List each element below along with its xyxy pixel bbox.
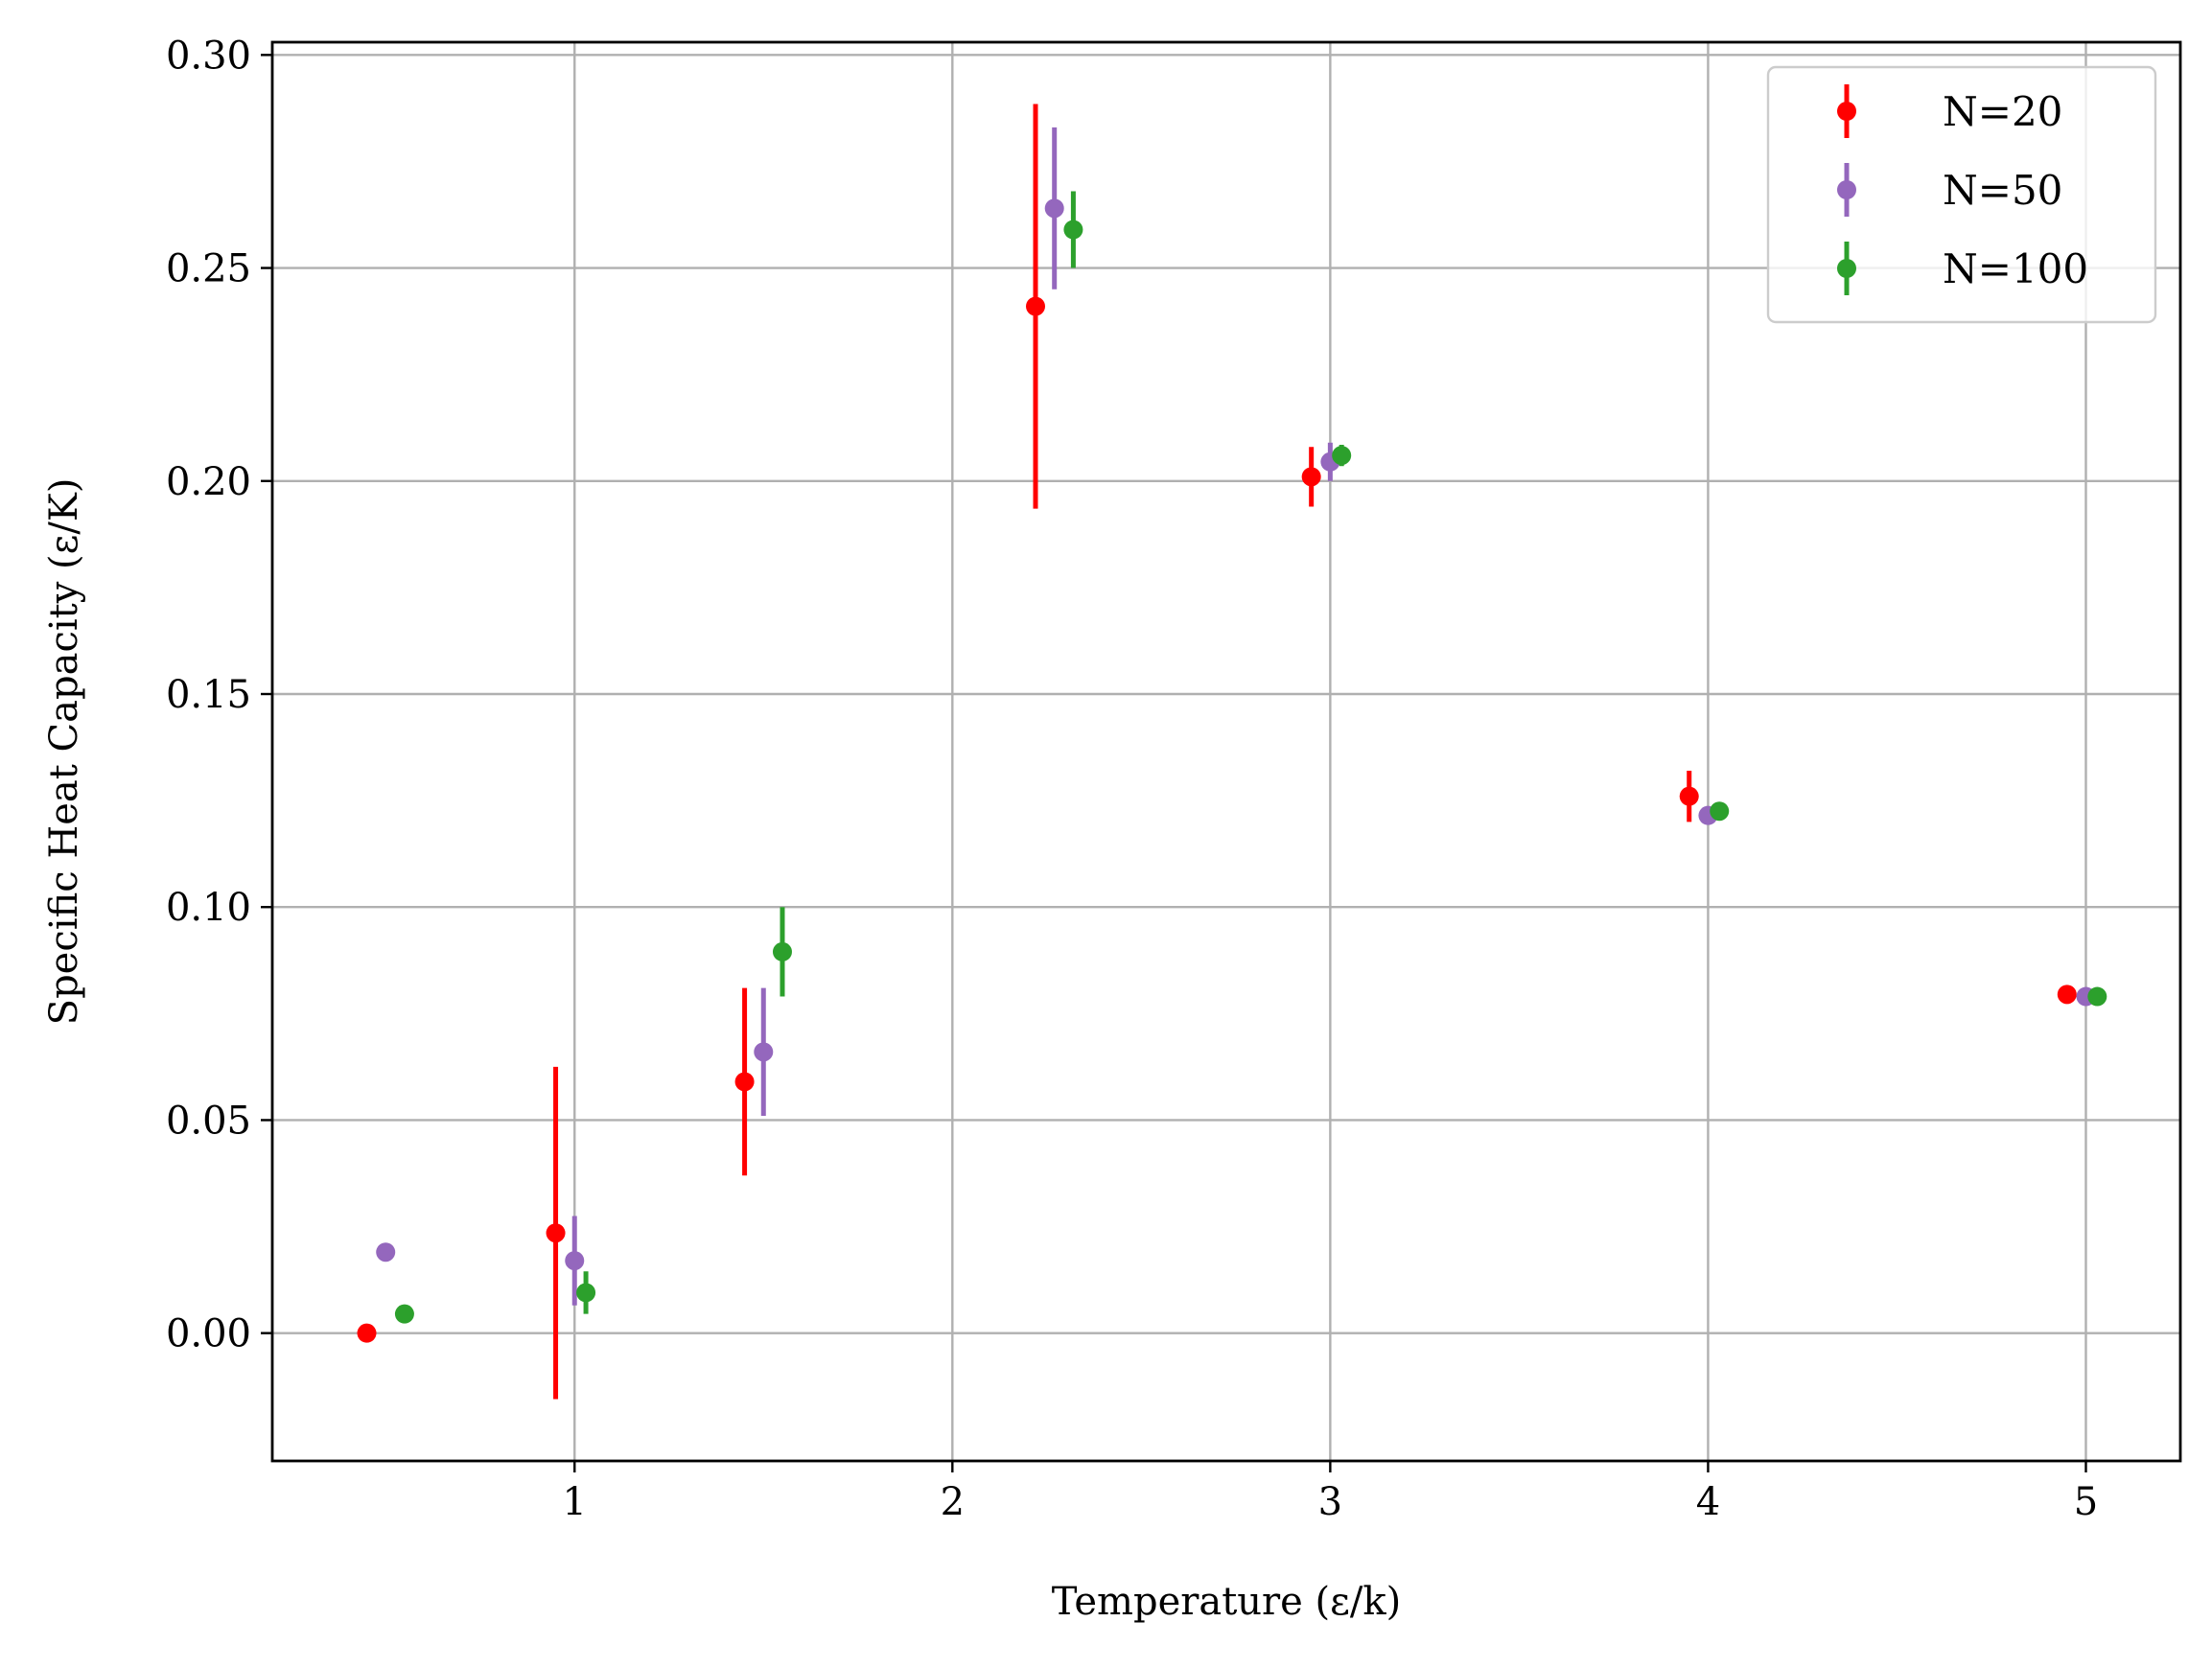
data-point-1: [2057, 985, 2077, 1005]
legend-marker-dot: [1837, 102, 1856, 121]
data-point-3: [1063, 220, 1083, 240]
y-tick-label: 0.20: [166, 460, 251, 504]
data-point-3: [772, 941, 792, 961]
data-point-3: [2087, 986, 2107, 1007]
data-point-2: [754, 1042, 774, 1062]
y-tick-label: 0.10: [166, 886, 251, 930]
plot-frame: [270, 40, 2182, 1463]
y-tick-label: 0.05: [166, 1099, 251, 1143]
y-tick-label: 0.15: [166, 673, 251, 717]
legend-marker-dot: [1837, 180, 1856, 199]
x-tick-label: 5: [2074, 1480, 2098, 1524]
y-tick-label: 0.30: [166, 34, 251, 78]
y-tick-label: 0.25: [166, 247, 251, 291]
data-point-1: [1301, 467, 1321, 487]
legend-label: N=20: [1943, 88, 2062, 135]
axis-ticks: 1 2 3 4 5 0.00 0.05 0.10 0.15 0.20 0.25 0.30: [166, 34, 2098, 1524]
x-axis-label: Temperature (ε/k): [1052, 1580, 1401, 1624]
data-point-3: [1710, 801, 1730, 822]
x-tick-label: 3: [1318, 1480, 1342, 1524]
data-point-1: [546, 1223, 566, 1243]
data-points: [357, 198, 2107, 1343]
data-point-1: [357, 1323, 377, 1343]
x-tick-label: 4: [1696, 1480, 1720, 1524]
data-point-3: [394, 1304, 414, 1324]
data-point-1: [1026, 296, 1045, 316]
legend: N=20 N=50 N=100: [1766, 65, 2157, 324]
y-tick-label: 0.00: [166, 1312, 251, 1356]
legend-marker-dot: [1837, 259, 1856, 278]
x-tick-label: 1: [563, 1480, 587, 1524]
data-point-3: [576, 1283, 596, 1303]
legend-label: N=100: [1943, 245, 2088, 292]
data-point-2: [1044, 198, 1064, 219]
x-tick-label: 2: [941, 1480, 965, 1524]
y-axis-label: Specific Heat Capacity (ε/K): [42, 478, 86, 1026]
data-point-1: [734, 1072, 755, 1092]
legend-box: [1766, 65, 2157, 324]
data-point-1: [1679, 786, 1699, 806]
data-point-2: [565, 1251, 585, 1271]
legend-label: N=50: [1943, 167, 2062, 214]
data-point-2: [376, 1242, 396, 1263]
data-point-3: [1332, 446, 1352, 466]
